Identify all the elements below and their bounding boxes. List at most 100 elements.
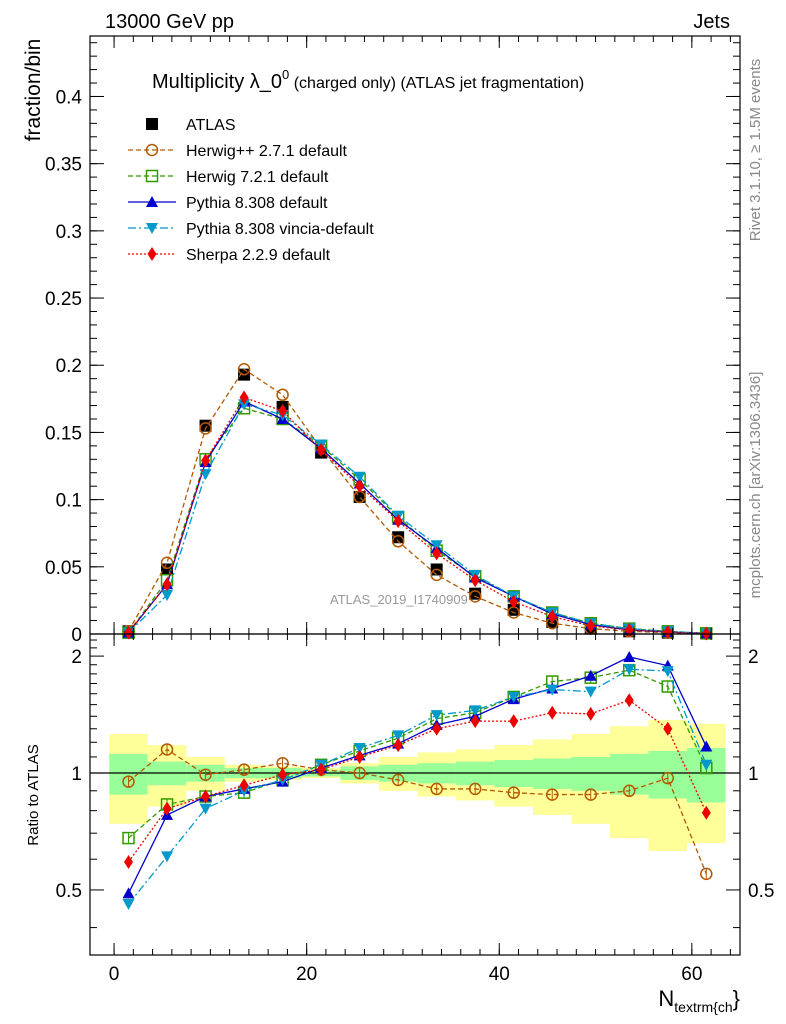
ratio-series-3 — [122, 664, 713, 911]
watermark: ATLAS_2019_I1740909 — [330, 592, 468, 607]
ratio-point — [701, 805, 711, 820]
band-stat-12 — [571, 756, 610, 791]
ratio-ytick-label-right: 0.5 — [748, 881, 774, 902]
ratio-series-4 — [124, 693, 711, 870]
ratio-point — [661, 771, 675, 785]
main-point — [393, 514, 403, 529]
header-right: Jets — [693, 11, 730, 33]
ratio-point — [122, 887, 135, 899]
main-panel — [90, 36, 740, 634]
legend-label-pythia: Pythia 8.308 default — [186, 195, 328, 212]
ratio-point — [353, 766, 366, 780]
main-point — [470, 573, 480, 588]
ratio-point — [199, 803, 212, 815]
main-point — [199, 422, 212, 435]
legend-label-herwigpp: Herwig++ 2.7.1 default — [186, 143, 348, 160]
ratio-point — [201, 789, 211, 804]
xtick-label: 40 — [489, 964, 510, 985]
main-ytick-label: 0.15 — [45, 423, 82, 444]
legend-symbol — [145, 143, 159, 157]
ratio-series — [122, 650, 713, 911]
legend-marker-3 — [128, 196, 176, 207]
ratio-point — [162, 801, 172, 816]
ratio-ytick-label-right: 2 — [748, 647, 759, 668]
main-point — [663, 624, 673, 639]
main-point — [238, 399, 251, 411]
main-point — [237, 363, 251, 376]
main-point — [469, 587, 482, 600]
ratio-point — [509, 714, 519, 729]
legend-symbol — [147, 247, 157, 261]
legend: ATLAS Herwig++ 2.7.1 default Herwig 7.2.… — [128, 117, 374, 264]
ratio-point — [470, 714, 480, 729]
main-ytick-label: 0.4 — [56, 87, 83, 108]
ratio-point — [623, 664, 636, 676]
ratio-point — [316, 762, 326, 777]
x-axis-label: Ntextrm{ch} — [658, 986, 740, 1015]
legend-label-herwig7: Herwig 7.2.1 default — [186, 169, 329, 186]
ratio-point — [547, 705, 557, 720]
main-ytick-label: 0.1 — [56, 491, 82, 512]
mcplots-label: mcplots.cern.ch [arXiv:1306.3436] — [747, 372, 764, 599]
ratio-ylabel: Ratio to ATLAS — [25, 744, 42, 845]
main-point — [161, 590, 174, 602]
ratio-point — [623, 784, 636, 798]
ratio-point — [124, 855, 134, 870]
main-point — [509, 594, 519, 609]
ratio-series-0 — [122, 743, 713, 881]
ratio-point — [122, 899, 135, 911]
ratio-point — [661, 666, 674, 678]
band-stat-15 — [687, 747, 726, 803]
ratio-point — [624, 693, 634, 708]
ratio-point — [586, 706, 596, 721]
ratio-point — [584, 788, 597, 801]
ratio-point — [278, 767, 288, 782]
ratio-point — [122, 775, 135, 788]
ratio-ytick-label: 1 — [71, 764, 82, 785]
band-stat-11 — [532, 758, 572, 789]
main-point — [239, 390, 249, 405]
ratio-point — [700, 759, 713, 771]
ratio-point — [584, 669, 597, 681]
ratio-point — [661, 680, 675, 693]
ratio-point — [392, 730, 405, 742]
ratio-point — [160, 743, 174, 756]
ratio-ytick-label-right: 1 — [748, 764, 759, 785]
main-point — [432, 546, 442, 561]
ratio-point — [663, 721, 673, 736]
ratio-point — [468, 782, 482, 796]
xtick-label: 60 — [681, 964, 702, 985]
ratio-line-1 — [128, 669, 707, 839]
main-point — [430, 568, 443, 582]
legend-marker-1 — [128, 143, 176, 157]
legend-marker-4 — [128, 223, 176, 234]
legend-label-sherpa: Sherpa 2.2.9 default — [186, 247, 331, 264]
ratio-point — [393, 738, 403, 753]
main-line-5 — [128, 396, 707, 635]
main-point — [547, 609, 557, 624]
axes: 0 0.05 0.1 0.15 0.2 0.25 0.3 0.35 0.4 0 20 40 60 0.5 0… — [45, 35, 774, 985]
ratio-ytick-label: 0.5 — [56, 881, 82, 902]
main-series-5 — [124, 390, 711, 641]
main-point — [316, 442, 326, 457]
ratio-line-0 — [128, 748, 707, 875]
ratio-point — [430, 782, 443, 796]
ratio-point — [469, 705, 482, 717]
main-point — [430, 540, 443, 552]
main-ytick-label: 0.35 — [45, 155, 82, 176]
rivet-label: Rivet 3.1.10, ≥ 1.5M events — [747, 59, 764, 242]
main-point — [276, 388, 289, 402]
ratio-point — [507, 691, 520, 703]
legend-marker-5 — [128, 247, 176, 261]
ratio-point — [122, 831, 135, 845]
main-series — [122, 363, 713, 641]
ratio-point — [161, 851, 174, 863]
ratio-point — [700, 740, 713, 752]
ratio-ytick-label: 2 — [71, 647, 82, 668]
ratio-frame — [89, 633, 741, 956]
legend-symbol — [146, 196, 158, 207]
legend-symbol — [146, 118, 158, 130]
ratio-point — [623, 650, 636, 662]
ratio-point — [353, 742, 366, 754]
